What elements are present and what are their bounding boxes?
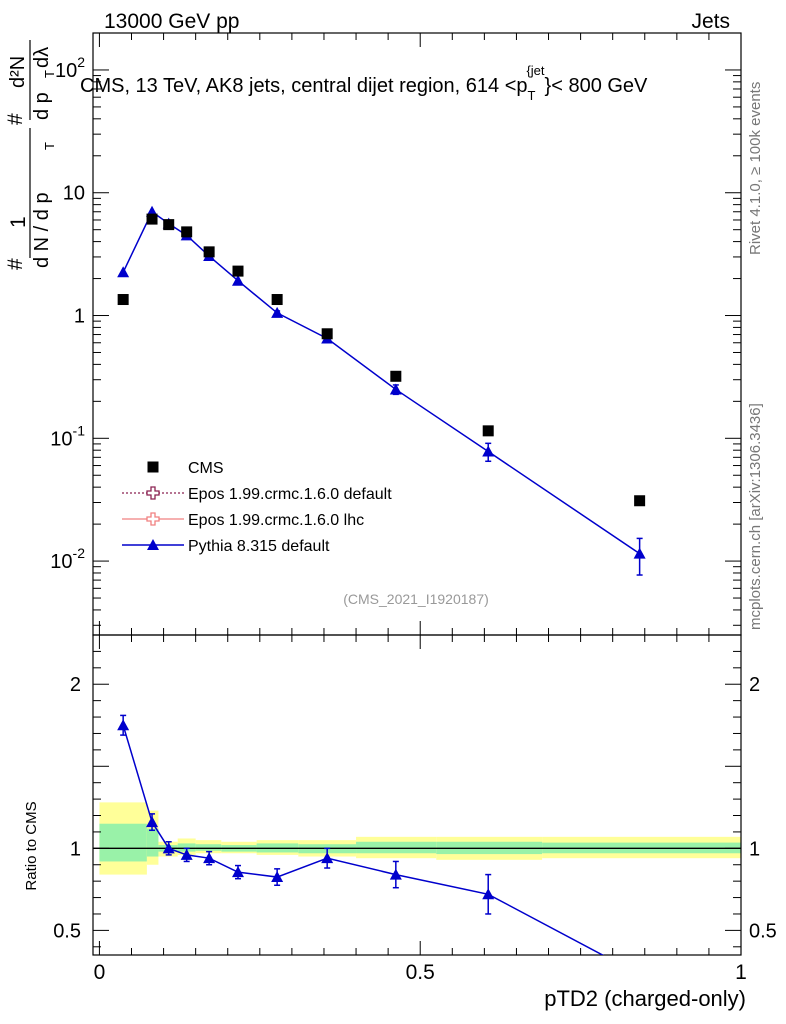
header-right: Jets — [691, 10, 730, 33]
ratio-pythia-point — [203, 852, 216, 864]
ylabel-hash-1: # — [4, 258, 27, 270]
legend-marker-cms — [147, 461, 159, 473]
legend-label-0: CMS — [188, 460, 224, 477]
cms-point — [482, 425, 494, 437]
legend: CMS Epos 1.99.crmc.1.6.0 default Epos 1.99… — [122, 460, 392, 555]
cms-point — [203, 246, 215, 258]
ratio-ytick-label-left: 2 — [70, 674, 81, 696]
legend-marker-pythia — [147, 539, 159, 550]
ratio-ytick-label-right: 2 — [749, 674, 760, 696]
cms-point — [146, 213, 158, 225]
legend-label-2: Epos 1.99.crmc.1.6.0 lhc — [188, 512, 364, 529]
ylabel-hash-2: # — [4, 113, 27, 125]
plot-title-sub: T — [528, 88, 536, 103]
ratio-pythia-point — [162, 842, 175, 854]
pythia-point — [633, 547, 646, 559]
pythia-point — [271, 306, 284, 318]
ratio-pythia-point — [321, 852, 334, 864]
pythia-point — [389, 383, 402, 395]
rivet-credit: Rivet 4.1.0, ≥ 100k events — [747, 82, 764, 255]
pythia-point — [482, 445, 495, 457]
cms-point — [321, 328, 333, 340]
ratio-ytick-label-left: 1 — [70, 838, 81, 860]
x-axis-label: pTD2 (charged-only) — [544, 986, 746, 1011]
plot-title: CMS, 13 TeV, AK8 jets, central dijet reg… — [80, 63, 648, 103]
ratio-y-label: Ratio to CMS — [23, 801, 40, 890]
ylabel-den2: d p — [31, 92, 53, 120]
y-tick-exp: -1 — [73, 422, 86, 438]
ratio-pythia-point — [482, 888, 495, 900]
y-tick-exp: 2 — [77, 54, 85, 70]
ratio-ytick-label-left: 0.5 — [53, 920, 81, 942]
cms-point — [271, 294, 283, 306]
ratio-pythia-point — [146, 816, 159, 828]
ratio-pythia-point — [634, 969, 646, 980]
ratio-ytick-label-right: 0.5 — [749, 920, 777, 942]
cms-point — [117, 294, 129, 306]
y-tick-label: 10-1 — [50, 422, 85, 450]
ratio-plot-frame — [92, 634, 742, 956]
band-green-0 — [99, 823, 147, 862]
ratio-pythia-point — [231, 866, 244, 878]
y-tick-base: 10 — [50, 428, 72, 450]
ratio-pythia-point — [271, 871, 284, 883]
band-green-8 — [356, 841, 437, 854]
x-tick-label: 0 — [94, 961, 106, 984]
ratio-ytick-label-right: 1 — [749, 838, 760, 860]
ratio-axis-ticks: 0 0.5 10.5 0.51 12 2 — [53, 635, 777, 984]
ratio-pythia-point — [180, 848, 193, 860]
band-green-3 — [177, 843, 196, 852]
y-tick-label: 1 — [74, 306, 85, 328]
y-tick-label: 102 — [55, 54, 85, 82]
ylabel-frac-den: d N / d p — [31, 192, 53, 268]
cms-point — [390, 370, 402, 382]
plot-title-sup: {jet — [526, 63, 544, 78]
legend-label-3: Pythia 8.315 default — [188, 538, 330, 555]
header-left: 13000 GeV pp — [104, 10, 239, 33]
legend-label-1: Epos 1.99.crmc.1.6.0 default — [188, 486, 392, 503]
band-green-4 — [195, 844, 222, 851]
cms-point — [181, 226, 193, 238]
band-green-1 — [146, 828, 159, 857]
plot-title-pre: CMS, 13 TeV, AK8 jets, central dijet reg… — [80, 75, 528, 97]
cms-point — [634, 495, 646, 507]
y-tick-label: 10-2 — [50, 545, 85, 573]
ylabel-frac-num: 1 — [7, 216, 30, 228]
y-tick-exp: -2 — [73, 545, 86, 561]
y-tick-base: 10 — [50, 551, 72, 573]
mcplots-credit: mcplots.cern.ch [arXiv:1306.3436] — [747, 403, 764, 630]
ratio-pythia-point — [117, 719, 130, 731]
x-tick-label: 0.5 — [406, 961, 435, 984]
plot-title-post: }< 800 GeV — [545, 75, 649, 97]
ratio-uncertainty-bands — [99, 802, 741, 875]
ratio-pythia-point — [389, 868, 402, 880]
x-tick-label: 1 — [735, 961, 747, 984]
ylabel-t-1: T — [42, 142, 57, 150]
pythia-point — [231, 274, 244, 286]
y-tick-base: 10 — [55, 60, 77, 82]
pythia-point — [117, 266, 130, 278]
ylabel-d2n: d²N — [7, 56, 29, 88]
cms-point — [163, 219, 175, 231]
main-data-layer — [117, 205, 646, 576]
cms-point — [232, 265, 244, 277]
ylabel-dlambda: dλ — [31, 47, 53, 68]
ylabel-t-2: T — [42, 70, 57, 78]
y-tick-label: 10 — [63, 183, 85, 205]
analysis-watermark: (CMS_2021_I1920187) — [343, 591, 489, 607]
main-y-label: # 1 d N / d p T # d²N d p T dλ — [4, 40, 57, 270]
legend-marker-epos-2 — [146, 512, 160, 526]
ratio-data-layer — [117, 714, 646, 980]
legend-marker-epos-1 — [146, 486, 160, 500]
